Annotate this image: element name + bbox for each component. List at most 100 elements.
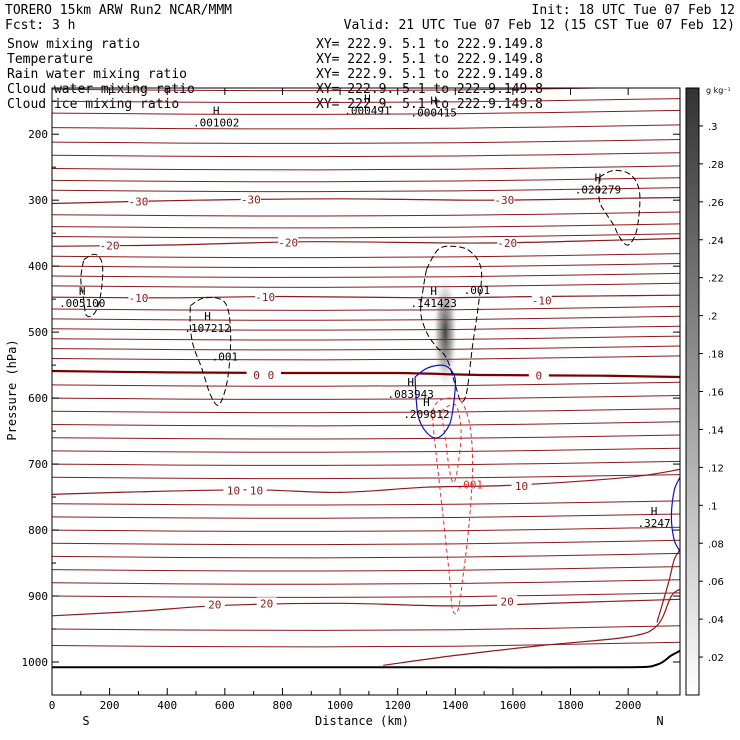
colorbar-tick-label: .08 [708, 539, 724, 550]
isotherm-label: 0 [268, 369, 275, 382]
isotherm-label-bg [531, 294, 552, 306]
isotherm-label: -10 [532, 294, 552, 307]
isotherm-line [52, 579, 680, 585]
maximum-marker: H [430, 285, 437, 298]
isotherm-label-bg [246, 484, 267, 496]
isotherm-10 [52, 468, 680, 495]
isotherm-label: -20 [497, 237, 517, 250]
legend-label-ice: Cloud ice mixing ratio [7, 97, 179, 112]
x-tick-label: 1400 [442, 699, 469, 712]
maximum-marker: H [79, 285, 86, 298]
y-tick-label: 200 [28, 128, 48, 141]
colorbar-tick-label: .28 [708, 160, 724, 171]
header-init: Init: 18 UTC Tue 07 Feb 12 [532, 3, 736, 18]
legend-label-temperature: Temperature [7, 52, 93, 67]
rain-contour [431, 397, 474, 615]
isotherm-label-bg [497, 595, 518, 607]
isotherm-line [52, 421, 680, 427]
snow-contour [420, 245, 483, 403]
y-tick-label: 400 [28, 260, 48, 273]
isotherm-label: -20 [278, 236, 298, 249]
colorbar-tick-label: .02 [708, 653, 724, 664]
rain-contour-label: .001 [456, 478, 483, 491]
y-tick-label: 900 [28, 590, 48, 603]
isotherm-label-bg [223, 484, 244, 496]
y-tick-label: 700 [28, 458, 48, 471]
isotherm-line [52, 98, 680, 104]
colorbar-tick-label: .22 [708, 274, 724, 285]
x-tick-label: 1200 [384, 699, 411, 712]
isotherm-label: -30 [128, 195, 148, 208]
isotherm-line [52, 272, 680, 278]
ground-line [52, 649, 680, 669]
colorbar-tick-label: .1 [708, 501, 718, 512]
legend-label-rain: Rain water mixing ratio [7, 67, 187, 82]
endpoint-north: N [656, 714, 663, 728]
colorbar-tick-label: .14 [708, 425, 724, 436]
isotherm-line [52, 447, 680, 453]
colorbar-tick-label: .24 [708, 236, 724, 247]
legend-xy-ice: XY= 222.9. 5.1 to 222.9.149.8 [316, 97, 543, 112]
isotherm-20 [52, 598, 680, 617]
colorbar-tick-label: .18 [708, 350, 724, 361]
warm-isotherm [383, 588, 680, 666]
isotherm-label: 20 [260, 597, 273, 610]
colorbar-tick-label: .3 [708, 122, 718, 133]
isotherm-label-bg [99, 239, 120, 251]
isotherm--20 [52, 237, 680, 247]
header-valid: Valid: 21 UTC Tue 07 Feb 12 (15 CST Tue … [344, 18, 735, 33]
snow-contour [598, 169, 641, 246]
x-tick-label: 0 [49, 699, 56, 712]
isotherm-line [52, 513, 680, 519]
isotherm-label-bg [255, 291, 276, 303]
x-tick-label: 600 [215, 699, 235, 712]
snow-contour-label: .001 [212, 350, 239, 363]
y-tick-label: 300 [28, 194, 48, 207]
isotherm-label-bg [511, 479, 532, 491]
warm-isotherm [656, 549, 680, 623]
isotherm-label: 0 [536, 370, 543, 383]
maximum-value: .001002 [193, 116, 239, 129]
isotherm-line [52, 325, 680, 331]
isotherm--10 [52, 294, 680, 299]
isotherm-line [52, 355, 680, 361]
maximum-marker: H [364, 92, 371, 105]
isotherm-line [52, 434, 680, 440]
isotherm-line [52, 152, 680, 158]
isotherm-line [52, 315, 680, 321]
colorbar-units: g kg⁻¹ [706, 86, 731, 95]
isotherm-layer [52, 88, 680, 669]
isotherm-label: -10 [128, 292, 148, 305]
legend-xy-snow: XY= 222.9. 5.1 to 222.9.149.8 [316, 37, 543, 52]
isotherm-line [52, 335, 680, 341]
isotherm-label-bg [497, 237, 518, 249]
isotherm-line [52, 109, 680, 115]
isotherm-label: -10 [255, 291, 275, 304]
maximum-marker: H [423, 396, 430, 409]
y-tick-label: 800 [28, 524, 48, 537]
maximum-value: .000415 [411, 106, 457, 119]
x-tick-label: 400 [157, 699, 177, 712]
isotherm-line [52, 381, 680, 387]
maximum-value: .209812 [403, 408, 449, 421]
legend-label-snow: Snow mixing ratio [7, 37, 140, 52]
maximum-value: .3247 [638, 517, 671, 530]
colorbar-tick-label: .06 [708, 577, 724, 588]
isotherm-line [52, 187, 680, 193]
maximum-marker: H [213, 104, 220, 117]
cloud-water-contour [670, 477, 680, 552]
colorbar-tick-label: .12 [708, 463, 724, 474]
cloud-water-contour [414, 364, 457, 439]
legend-xy-rain: XY= 222.9. 5.1 to 222.9.149.8 [316, 67, 543, 82]
isotherm-label: 10 [250, 484, 263, 497]
mixing-ratio-contour-layer [80, 169, 680, 615]
isotherm-label-bg [246, 369, 267, 381]
colorbar-tick-label: .04 [708, 615, 724, 626]
maximum-value: .020279 [575, 184, 621, 197]
maximum-marker: H [407, 376, 414, 389]
isotherm-line [52, 177, 680, 183]
isotherm-line [52, 625, 680, 631]
isotherm-line [52, 539, 680, 546]
isotherm-line [52, 408, 680, 414]
isotherm-label-bg [494, 194, 515, 206]
